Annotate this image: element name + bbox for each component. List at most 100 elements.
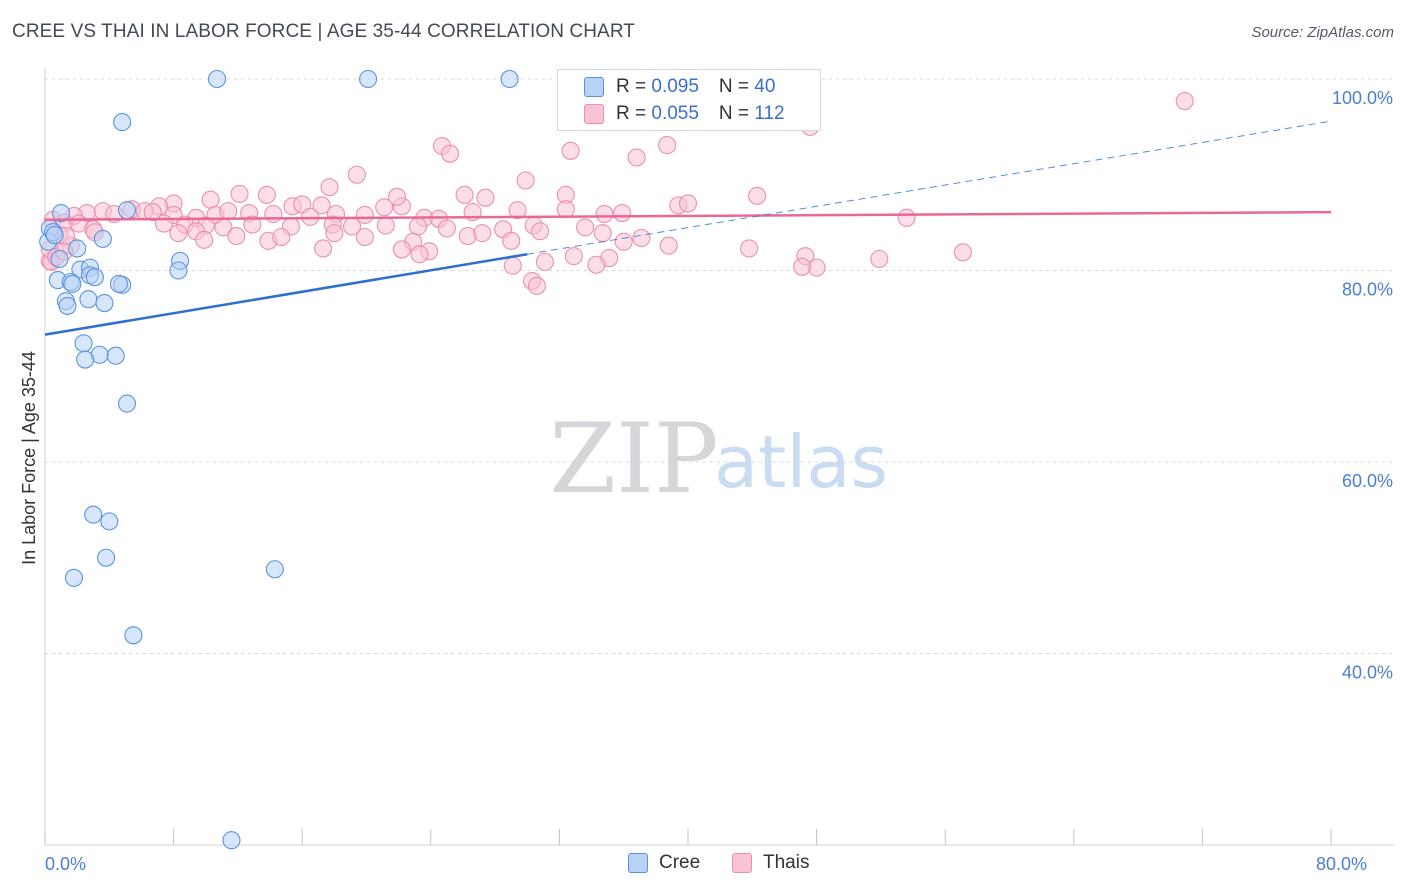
x-tick-label: 80.0%: [1316, 854, 1367, 874]
cree-point: [74, 334, 93, 353]
y-tick-label: 40.0%: [1342, 663, 1393, 683]
legend-item-thai[interactable]: Thais: [732, 852, 809, 874]
thai-point: [243, 215, 262, 234]
cree-point: [93, 229, 112, 248]
y-tick-label: 80.0%: [1342, 280, 1393, 300]
thai-series: [40, 91, 1194, 295]
thai-point: [264, 204, 283, 224]
cree-point: [64, 568, 83, 587]
thai-point: [355, 227, 374, 247]
correlation-legend: R = 0.095 N = 40 R = 0.055 N = 112: [557, 69, 821, 131]
tick-labels: 100.0% 80.0% 60.0% 40.0% 0.0% 80.0%: [45, 88, 1393, 874]
thai-point: [408, 217, 427, 236]
thai-point: [953, 243, 972, 262]
thai-point: [312, 196, 331, 215]
y-tick-label: 60.0%: [1342, 471, 1393, 491]
thai-point: [627, 148, 646, 167]
thai-point: [314, 239, 333, 258]
thai-point: [376, 216, 395, 235]
thai-point: [355, 205, 374, 225]
cree-point: [117, 201, 137, 220]
thai-point: [897, 208, 916, 227]
thai-point: [410, 245, 429, 264]
thai-point: [195, 230, 214, 249]
thai-point: [632, 228, 651, 247]
thai-point: [556, 200, 575, 219]
cree-point: [500, 69, 519, 89]
thai-point: [613, 204, 632, 223]
thai-point: [227, 226, 246, 246]
thai-r-label: R =: [616, 103, 652, 124]
series-legend: Cree Thais: [0, 852, 1406, 878]
thai-point: [516, 171, 535, 190]
thai-point: [593, 224, 612, 243]
cree-point: [222, 831, 241, 850]
thai-point: [441, 144, 460, 163]
chart-title: CREE VS THAI IN LABOR FORCE | AGE 35-44 …: [12, 21, 636, 42]
thai-point: [614, 232, 633, 251]
cree-point: [50, 249, 69, 269]
cree-point: [117, 394, 137, 413]
cree-point: [95, 294, 114, 313]
thai-point: [535, 252, 554, 271]
thai-point: [154, 214, 174, 233]
thai-legend-label: Thais: [763, 852, 810, 873]
axes: [44, 68, 1394, 846]
thai-point: [476, 188, 495, 207]
thai-point: [320, 178, 339, 197]
thai-point: [375, 198, 394, 217]
cree-point: [113, 113, 132, 132]
cree-n-label: N =: [718, 76, 755, 97]
legend-row-thai: R = 0.055 N = 112: [584, 101, 785, 127]
thai-point: [564, 247, 583, 266]
thai-point: [561, 141, 580, 160]
thai-swatch: [584, 104, 604, 124]
cree-point: [169, 261, 188, 280]
cree-point: [76, 350, 95, 369]
cree-point: [52, 204, 71, 223]
thai-point: [347, 165, 366, 184]
y-axis-label: In Labor Force | Age 35-44: [19, 351, 39, 565]
cree-point: [265, 560, 284, 579]
thai-point: [230, 184, 249, 203]
thai-point: [201, 190, 220, 209]
thai-legend-swatch: [732, 853, 752, 873]
cree-point: [106, 346, 125, 365]
cree-trendline-extension: [527, 120, 1332, 255]
cree-point: [100, 512, 119, 531]
source-label: Source: ZipAtlas.com: [1251, 24, 1394, 41]
watermark-zip: ZIP: [549, 403, 718, 515]
thai-point: [257, 185, 276, 204]
thai-point: [473, 224, 492, 243]
thai-point: [678, 194, 698, 213]
trendlines: [44, 120, 1332, 336]
cree-r-value: 0.095: [651, 76, 699, 97]
cree-trendline: [44, 252, 528, 336]
cree-point: [109, 274, 128, 293]
watermark-atlas: atlas: [714, 420, 888, 504]
grid-lines: [45, 78, 1394, 654]
cree-point: [207, 69, 227, 89]
thai-point: [437, 219, 456, 238]
thai-n-value: 112: [754, 103, 785, 124]
thai-point: [325, 224, 344, 243]
thai-point: [392, 240, 411, 259]
y-tick-label: 100.0%: [1332, 88, 1393, 108]
thai-point: [870, 249, 889, 269]
legend-item-cree[interactable]: Cree: [628, 852, 700, 874]
cree-n-value: 40: [754, 76, 776, 97]
thai-point: [272, 227, 291, 247]
thai-point: [169, 224, 188, 243]
cree-swatch: [584, 77, 604, 97]
cree-point: [84, 505, 103, 524]
thai-point: [387, 187, 407, 206]
thai-point: [455, 185, 474, 204]
thai-point: [659, 236, 678, 255]
cree-legend-label: Cree: [659, 852, 701, 873]
thai-n-label: N =: [718, 103, 755, 124]
cree-point: [124, 626, 143, 645]
cree-legend-swatch: [628, 853, 648, 873]
thai-trendline: [44, 210, 1332, 222]
thai-point: [531, 222, 550, 241]
